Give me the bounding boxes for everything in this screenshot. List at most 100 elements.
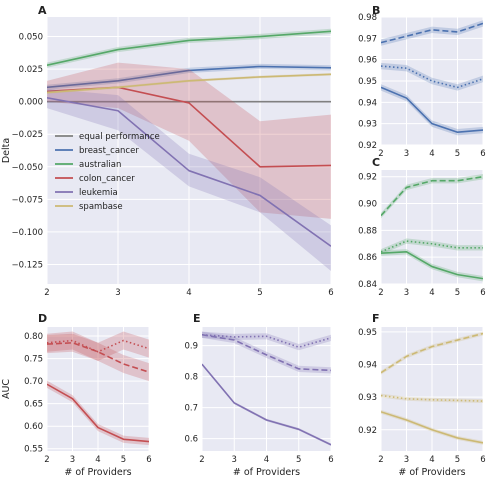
legend-entry: australian — [79, 160, 121, 170]
x-tick-label: 5 — [455, 288, 460, 298]
x-tick-label: 3 — [232, 455, 237, 465]
confidence-band — [381, 249, 483, 282]
y-tick-label: 0.95 — [358, 328, 377, 338]
x-tick-label: 3 — [404, 149, 409, 159]
plot-series — [381, 174, 483, 282]
x-axis-label: # of Providers — [64, 467, 131, 478]
panel-F: 0.92 0.93 0.94 0.95 2 3 4 5 6 F # of Providers — [358, 312, 486, 478]
confidence-band — [47, 380, 149, 446]
series-line — [381, 411, 483, 444]
series-line — [381, 65, 483, 89]
x-tick-label: 4 — [264, 455, 269, 465]
x-tick-label: 5 — [455, 455, 460, 465]
y-tick-label: 0.96 — [358, 56, 377, 66]
y-tick-label: 0.6 — [184, 435, 198, 445]
x-tick-label: 3 — [404, 455, 409, 465]
x-tick-label: 3 — [115, 288, 120, 298]
y-tick-label: 0.9 — [184, 342, 198, 352]
x-tick-label: 4 — [186, 288, 191, 298]
y-tick-label: 0.94 — [358, 98, 377, 108]
confidence-band — [47, 333, 149, 382]
x-tick-label: 5 — [257, 288, 262, 298]
y-axis-label: AUC — [1, 379, 12, 399]
series-line — [47, 30, 331, 66]
series-line — [47, 96, 331, 247]
y-tick-label: 0.025 — [19, 65, 43, 75]
y-tick-label: 0.75 — [24, 355, 43, 365]
panel-C: 0.84 0.86 0.88 0.90 0.92 2 3 4 5 6 C — [358, 156, 486, 298]
panel-A: 0.050 0.025 0.000 −0.025 −0.050 −0.075 −0.100 −… — [1, 4, 334, 298]
x-tick-label: 3 — [70, 455, 75, 465]
confidence-band — [381, 174, 483, 219]
legend-entry: equal performance — [79, 132, 160, 142]
x-tick-label: 5 — [455, 149, 460, 159]
confidence-band — [47, 63, 331, 90]
x-tick-label: 6 — [328, 455, 333, 465]
x-tick-label: 2 — [378, 288, 383, 298]
series-line — [202, 333, 331, 372]
plot-series — [202, 331, 331, 447]
panel-letter: F — [372, 312, 380, 325]
x-tick-label: 4 — [429, 149, 434, 159]
panel-letter: A — [38, 4, 47, 17]
y-tick-label: 0.95 — [358, 77, 377, 87]
x-tick-label: 2 — [44, 288, 49, 298]
x-tick-label: 4 — [95, 455, 100, 465]
x-tick-label: 6 — [480, 149, 485, 159]
confidence-band — [381, 409, 483, 445]
series-line — [381, 394, 483, 402]
confidence-band — [202, 331, 331, 374]
y-tick-label: −0.050 — [12, 163, 43, 173]
confidence-band — [47, 331, 149, 361]
y-tick-label: −0.075 — [12, 195, 43, 205]
confidence-band — [381, 20, 483, 46]
x-tick-label: 4 — [429, 288, 434, 298]
y-tick-label: 0.90 — [358, 200, 377, 210]
x-tick-label: 5 — [296, 455, 301, 465]
y-tick-label: 0.050 — [19, 33, 43, 43]
legend-entry: breast_cancer — [79, 146, 139, 156]
series-line — [381, 332, 483, 374]
y-tick-label: 0.93 — [358, 120, 377, 130]
y-tick-label: 0.60 — [24, 422, 43, 432]
confidence-band — [47, 62, 331, 219]
y-tick-label: 0.000 — [19, 98, 43, 108]
y-tick-label: 0.8 — [184, 373, 198, 383]
series-line — [381, 86, 483, 133]
plot-series — [381, 20, 483, 136]
panel-letter: D — [38, 312, 47, 325]
panel-B: 0.92 0.93 0.94 0.95 0.96 0.97 0.98 2 3 4 5 6 B — [358, 4, 486, 159]
series-line — [381, 175, 483, 217]
x-tick-label: 2 — [378, 455, 383, 465]
series-line — [381, 251, 483, 280]
x-tick-label: 6 — [146, 455, 151, 465]
y-tick-label: 0.92 — [358, 141, 377, 151]
series-line — [47, 339, 149, 353]
confidence-band — [47, 28, 331, 68]
plot-series — [47, 28, 331, 271]
y-tick-label: −0.100 — [12, 228, 43, 238]
y-tick-label: 0.65 — [24, 400, 43, 410]
legend: equal performance breast_cancer australian… — [55, 132, 160, 212]
x-tick-label: 6 — [328, 288, 333, 298]
y-tick-label: −0.125 — [12, 260, 43, 270]
y-tick-label: 0.93 — [358, 393, 377, 403]
series-line — [202, 363, 331, 446]
x-tick-label: 2 — [44, 455, 49, 465]
panel-letter: B — [372, 4, 380, 17]
confidence-band — [381, 84, 483, 136]
y-tick-label: 0.92 — [358, 173, 377, 183]
y-tick-label: 0.92 — [358, 426, 377, 436]
x-axis-label: # of Providers — [398, 467, 465, 478]
y-tick-label: 0.88 — [358, 226, 377, 236]
y-tick-label: 0.86 — [358, 253, 377, 263]
y-tick-label: 0.70 — [24, 377, 43, 387]
x-tick-label: 2 — [199, 455, 204, 465]
series-line — [47, 73, 331, 94]
y-axis-label: Delta — [1, 138, 12, 163]
x-tick-label: 4 — [429, 455, 434, 465]
series-line — [47, 65, 331, 89]
x-axis-label: # of Providers — [233, 467, 300, 478]
legend-entry: colon_cancer — [79, 174, 135, 184]
